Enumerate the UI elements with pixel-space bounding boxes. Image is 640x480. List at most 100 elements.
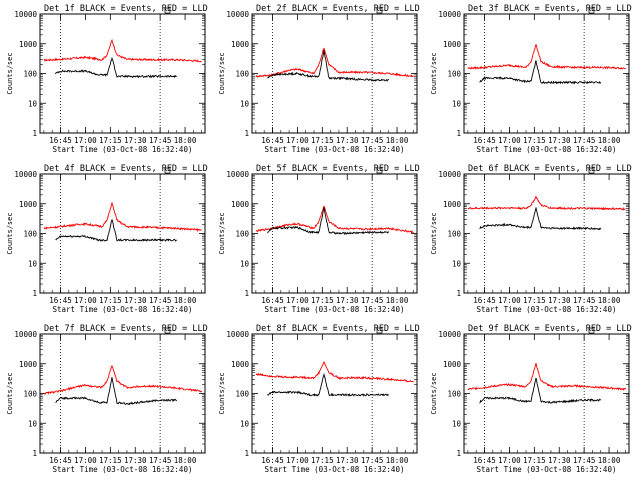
x-axis-label: Start Time (03-Oct-08 16:32:40) [477, 145, 617, 154]
x-axis-label: Start Time (03-Oct-08 16:32:40) [53, 145, 193, 154]
y-tick-label: 10000 [438, 170, 461, 179]
chart-panel: Det 2f BLACK = Events, RED = LLD 1 10 100 10… [218, 4, 420, 154]
y-axis-label: Counts/sec [430, 212, 438, 254]
legend-box [588, 327, 595, 334]
lld-series-line [43, 38, 202, 63]
chart-panel: Det 3f BLACK = Events, RED = LLD 1 10 100 10… [430, 4, 632, 154]
x-tick-label: 16:45 [49, 456, 72, 465]
x-tick-label: 18:00 [174, 456, 197, 465]
x-tick-label: 17:30 [124, 456, 147, 465]
x-axis-label: Start Time (03-Oct-08 16:32:40) [265, 465, 405, 474]
y-tick-label: 1 [456, 449, 461, 458]
x-tick-label: 18:00 [386, 296, 409, 305]
events-series-line [479, 60, 602, 85]
chart-title: Det 9f BLACK = Events, RED = LLD [468, 324, 632, 334]
legend-box [164, 327, 171, 334]
x-tick-label: 16:45 [473, 456, 496, 465]
y-axis-label: Counts/sec [218, 212, 226, 254]
x-tick-label: 17:45 [149, 296, 172, 305]
y-tick-label: 10000 [14, 10, 37, 19]
x-tick-label: 17:00 [286, 296, 309, 305]
x-tick-label: 17:15 [99, 456, 122, 465]
lld-series-line [467, 195, 626, 211]
x-tick-label: 16:45 [473, 296, 496, 305]
lld-series-line [43, 202, 202, 233]
x-axis-label: Start Time (03-Oct-08 16:32:40) [265, 305, 405, 314]
x-tick-label: 18:00 [598, 456, 621, 465]
chart-title: Det 1f BLACK = Events, RED = LLD [44, 4, 208, 14]
chart-title: Det 7f BLACK = Events, RED = LLD [44, 324, 208, 334]
events-series-line [55, 218, 177, 243]
y-tick-label: 10000 [226, 170, 249, 179]
y-axis-label: Counts/sec [6, 212, 14, 254]
y-axis-label: Counts/sec [218, 52, 226, 94]
x-tick-label: 17:15 [311, 136, 334, 145]
y-tick-label: 10 [240, 419, 250, 428]
x-tick-label: 17:00 [286, 136, 309, 145]
x-tick-label: 17:45 [573, 456, 596, 465]
chart-title: Det 6f BLACK = Events, RED = LLD [468, 164, 632, 174]
x-tick-label: 17:00 [286, 456, 309, 465]
y-axis-label: Counts/sec [6, 372, 14, 414]
x-tick-label: 17:15 [99, 296, 122, 305]
plot-frame [251, 333, 418, 454]
x-tick-label: 17:30 [548, 456, 571, 465]
y-tick-label: 100 [447, 390, 461, 399]
x-tick-label: 18:00 [598, 136, 621, 145]
y-tick-label: 10000 [14, 330, 37, 339]
plot-frame [463, 13, 630, 134]
y-tick-label: 100 [23, 230, 37, 239]
x-tick-label: 17:45 [149, 136, 172, 145]
x-tick-label: 17:00 [498, 296, 521, 305]
chart-title: Det 5f BLACK = Events, RED = LLD [256, 164, 420, 174]
y-tick-label: 1 [244, 289, 249, 298]
x-tick-label: 17:30 [124, 136, 147, 145]
y-axis-label: Counts/sec [218, 372, 226, 414]
plot-frame [39, 173, 206, 294]
chart-panel: Det 8f BLACK = Events, RED = LLD 1 10 100 10… [218, 324, 420, 474]
y-tick-label: 10 [452, 259, 462, 268]
y-tick-label: 1000 [443, 40, 462, 49]
x-tick-label: 17:45 [361, 136, 384, 145]
y-tick-label: 1 [32, 289, 37, 298]
legend-box [376, 7, 383, 14]
lld-series-line [255, 205, 414, 234]
y-tick-label: 100 [235, 230, 249, 239]
y-tick-label: 1000 [443, 200, 462, 209]
events-series-line [55, 56, 177, 79]
x-tick-label: 17:30 [124, 296, 147, 305]
chart-title: Det 4f BLACK = Events, RED = LLD [44, 164, 208, 174]
legend-box [376, 327, 383, 334]
y-axis-label: Counts/sec [430, 372, 438, 414]
x-tick-label: 17:00 [498, 456, 521, 465]
plot-frame [39, 333, 206, 454]
y-tick-label: 100 [447, 230, 461, 239]
events-series-line [55, 377, 178, 406]
y-tick-label: 10 [240, 99, 250, 108]
y-axis-label: Counts/sec [430, 52, 438, 94]
x-tick-label: 17:15 [311, 296, 334, 305]
x-tick-label: 18:00 [598, 296, 621, 305]
y-tick-label: 1 [32, 129, 37, 138]
legend-box [588, 167, 595, 174]
y-tick-label: 1000 [19, 200, 38, 209]
events-series-line [479, 377, 602, 404]
x-tick-label: 17:15 [523, 296, 546, 305]
y-tick-label: 1000 [443, 360, 462, 369]
y-tick-label: 100 [235, 390, 249, 399]
y-tick-label: 10 [240, 259, 250, 268]
x-tick-label: 16:45 [261, 456, 284, 465]
x-tick-label: 16:45 [261, 136, 284, 145]
y-tick-label: 10 [28, 419, 38, 428]
events-series-line [267, 207, 390, 236]
y-axis-label: Counts/sec [6, 52, 14, 94]
chart-title: Det 8f BLACK = Events, RED = LLD [256, 324, 420, 334]
x-tick-label: 17:30 [548, 136, 571, 145]
x-tick-label: 17:00 [74, 296, 97, 305]
chart-panel: Det 6f BLACK = Events, RED = LLD 1 10 100 10… [430, 164, 632, 314]
legend-box [164, 7, 171, 14]
y-tick-label: 1000 [19, 360, 38, 369]
y-tick-label: 10 [452, 99, 462, 108]
y-tick-label: 1000 [231, 40, 250, 49]
